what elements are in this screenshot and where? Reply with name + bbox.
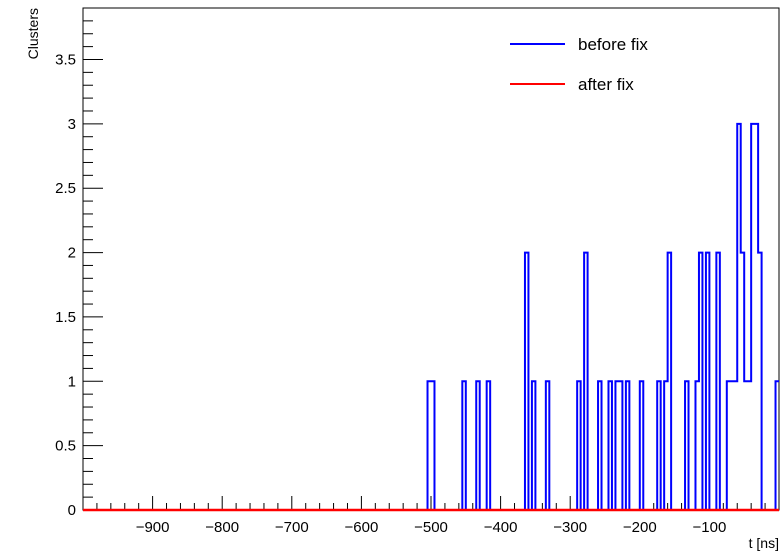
x-tick-label: −300 [553,519,587,536]
legend: before fix after fix [510,35,648,94]
x-tick-label: −700 [275,519,309,536]
y-tick-label: 3.5 [55,51,76,68]
x-tick-label: −600 [345,519,379,536]
x-axis-tick-labels: −900 −800 −700 −600 −500 −400 −300 −200 −100 [136,519,727,536]
x-tick-label: −800 [205,519,239,536]
y-axis-tick-labels: 0 0.5 1 1.5 2 2.5 3 3.5 [55,51,76,519]
series-layer [83,122,779,512]
x-tick-label: −400 [484,519,518,536]
x-tick-label: −500 [414,519,448,536]
x-axis-title: t [ns] [749,535,779,551]
y-axis-ticks [83,7,103,498]
legend-label-after-fix: after fix [578,75,634,94]
y-tick-label: 2.5 [55,180,76,197]
y-axis-title: Clusters [25,8,41,59]
y-tick-label: 0.5 [55,438,76,455]
plot-frame [82,7,780,511]
y-tick-label: 2 [68,245,76,262]
y-tick-label: 3 [68,116,76,133]
x-tick-label: −900 [136,519,170,536]
x-tick-label: −100 [693,519,727,536]
x-tick-label: −200 [623,519,657,536]
series-before-fix-line [83,122,779,511]
y-tick-label: 1 [68,373,76,390]
y-tick-label: 1.5 [55,309,76,326]
legend-label-before-fix: before fix [578,35,648,54]
y-tick-label: 0 [68,502,76,519]
